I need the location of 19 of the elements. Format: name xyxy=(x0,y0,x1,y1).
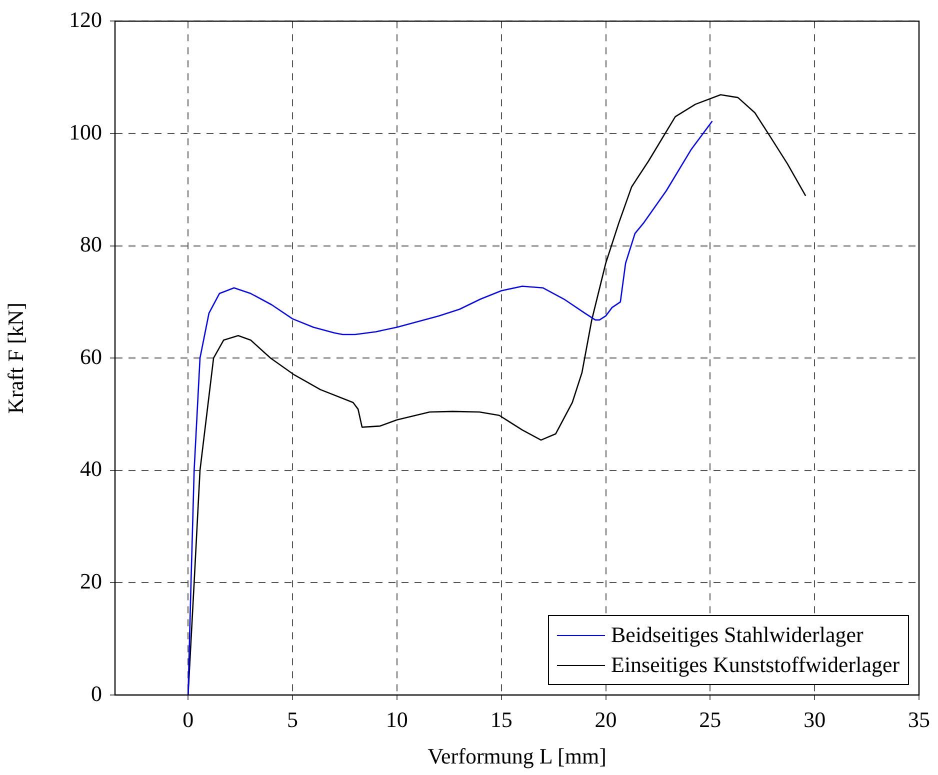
x-tick-label: 35 xyxy=(908,706,930,732)
legend-label: Einseitiges Kunststoffwiderlager xyxy=(611,651,900,679)
x-tick-label: 20 xyxy=(594,706,617,732)
y-tick-label: 120 xyxy=(69,6,102,32)
x-tick-label: 15 xyxy=(490,706,512,732)
y-tick-label: 20 xyxy=(80,568,102,594)
x-tick-label: 30 xyxy=(804,706,826,732)
legend-label: Beidseitiges Stahlwiderlager xyxy=(611,621,864,649)
x-tick-label: 25 xyxy=(699,706,722,732)
y-tick-label: 100 xyxy=(69,119,102,144)
x-axis-title: Verformung L [mm] xyxy=(428,744,606,769)
y-tick-label: 80 xyxy=(80,232,102,257)
x-tick-label: 0 xyxy=(182,706,194,732)
y-axis-title: Kraft F [kN] xyxy=(2,302,28,414)
y-tick-label: 60 xyxy=(80,344,102,369)
x-tick-label: 5 xyxy=(287,706,298,732)
y-tick-label: 0 xyxy=(91,680,102,706)
x-tick-label: 10 xyxy=(386,706,408,732)
y-tick-label: 40 xyxy=(80,456,102,482)
